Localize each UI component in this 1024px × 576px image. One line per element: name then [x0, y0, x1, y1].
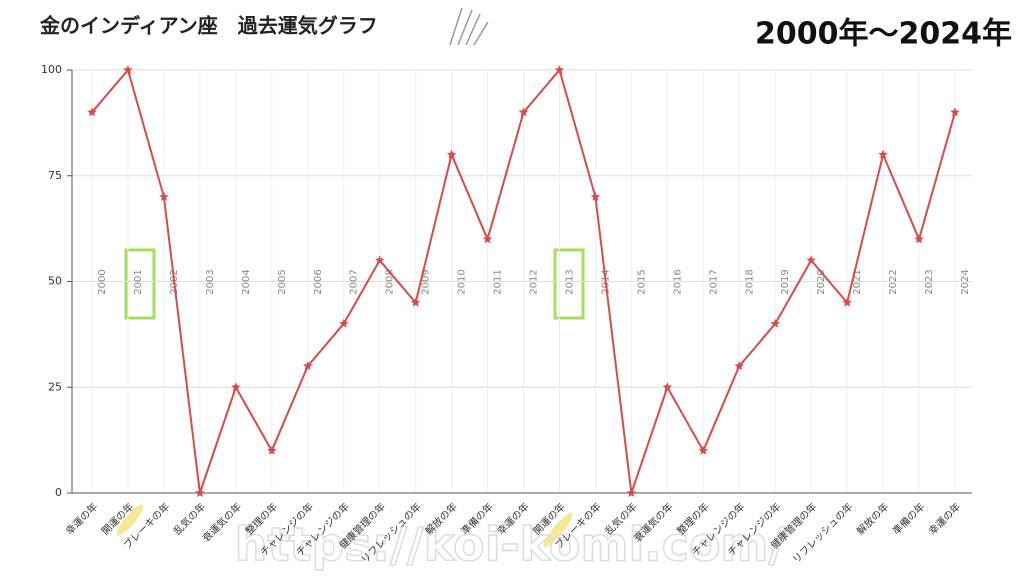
point: [842, 297, 852, 307]
y-tick-label: 25: [48, 380, 62, 393]
year-label: 2012: [529, 269, 540, 294]
highlighter: [116, 504, 144, 536]
year-label: 2019: [780, 269, 791, 294]
point: [554, 65, 565, 74]
point: [267, 445, 277, 455]
point: [662, 382, 673, 392]
chart-title: 金のインディアン座 過去運気グラフ: [39, 14, 378, 38]
year-label: 2011: [493, 269, 504, 294]
year-label: 2018: [744, 269, 755, 294]
point: [734, 361, 744, 371]
chart-subtitle: 2000年〜2024年: [755, 17, 1012, 52]
year-label: 2015: [636, 269, 647, 294]
point: [195, 488, 205, 497]
year-label: 2010: [457, 269, 468, 294]
year-label: 2004: [241, 269, 252, 294]
y-tick-label: 0: [55, 486, 62, 499]
point: [626, 488, 637, 497]
point: [770, 318, 780, 328]
year-label: 2003: [205, 269, 216, 294]
year-label: 2008: [385, 269, 396, 294]
point: [878, 149, 888, 159]
highlight-box: [124, 248, 156, 320]
point: [159, 191, 169, 201]
point: [339, 318, 349, 328]
point: [950, 107, 960, 117]
y-tick-label: 75: [48, 169, 62, 182]
year-label: 2013: [564, 269, 575, 294]
year-label: 2007: [349, 269, 360, 294]
year-label: 2022: [888, 269, 899, 294]
point: [698, 445, 708, 455]
year-label: 2006: [313, 269, 324, 294]
point: [374, 255, 385, 265]
year-label: 2023: [924, 269, 935, 294]
feather-icon: [449, 7, 489, 46]
point: [231, 382, 241, 392]
point: [482, 234, 493, 244]
year-label: 2021: [852, 269, 863, 294]
point: [518, 107, 529, 117]
year-label: 2016: [672, 269, 683, 294]
point: [410, 297, 421, 307]
year-label: 2005: [277, 269, 288, 294]
year-label: 2024: [960, 269, 971, 294]
year-label: 2000: [97, 269, 108, 294]
year-label: 2020: [816, 269, 827, 294]
year-label: 2009: [421, 269, 432, 294]
highlighter: [543, 512, 573, 548]
point: [446, 149, 457, 159]
point: [806, 255, 816, 265]
point: [914, 234, 924, 244]
y-tick-label: 50: [48, 275, 62, 288]
year-label: 2017: [708, 269, 719, 294]
y-tick-label: 100: [41, 63, 62, 76]
watermark: https://koi-komi.com/: [235, 518, 786, 572]
point: [123, 65, 133, 74]
point: [590, 191, 601, 201]
point: [303, 361, 313, 371]
year-label: 2001: [133, 269, 144, 294]
highlight-box: [553, 248, 585, 320]
point: [87, 107, 97, 117]
